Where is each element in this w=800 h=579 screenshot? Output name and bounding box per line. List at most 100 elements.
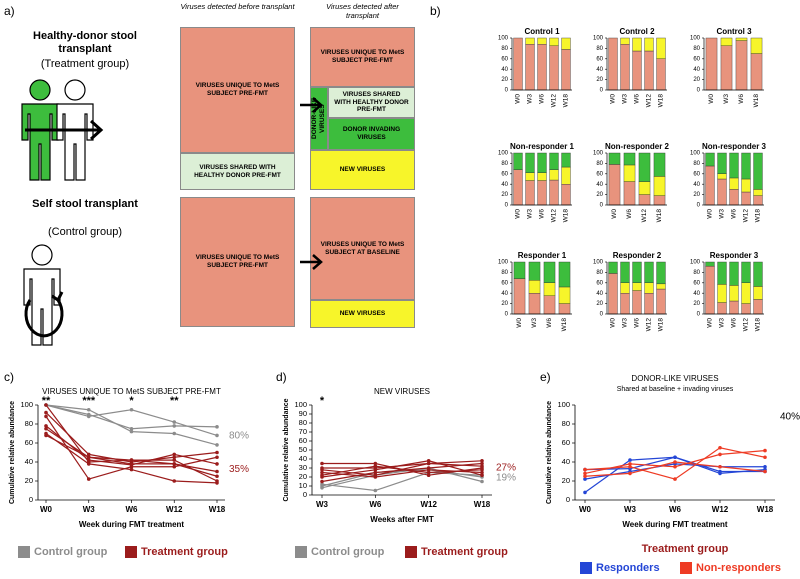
bar-segment (561, 49, 571, 91)
significance: ** (170, 395, 179, 407)
chart-title: Non-responder 1 (510, 142, 575, 151)
point (480, 470, 484, 475)
bar-segment (656, 261, 666, 285)
x-tick-label: W0 (579, 505, 592, 514)
y-tick-label: 0 (505, 203, 509, 209)
point (129, 464, 134, 469)
bar-segment (638, 152, 651, 182)
bar-segment (717, 178, 727, 206)
y-tick-label: 0 (697, 312, 701, 318)
virome-box: VIRUSES SHARED WITH HEALTHY DONOR PRE-FM… (180, 153, 295, 190)
point (320, 486, 324, 490)
figure-drawing (21, 79, 323, 346)
x-tick-label: W18 (563, 94, 570, 108)
x-tick-label: W6 (539, 94, 546, 104)
point (718, 469, 722, 474)
y-tick-label: 0 (505, 88, 509, 94)
bar-segment (653, 195, 666, 206)
bar-segment (632, 290, 642, 315)
point (44, 414, 48, 419)
x-axis-label: Week during FMT treatment (622, 520, 728, 529)
x-tick-label: W6 (546, 318, 553, 328)
x-tick-label: W3 (527, 94, 534, 104)
point (129, 458, 134, 462)
x-tick-label: W3 (624, 505, 637, 514)
chart-title: Control 3 (716, 27, 752, 36)
panel-label: e) (540, 370, 551, 384)
bar-segment (741, 152, 751, 180)
x-tick-label: W6 (731, 209, 738, 219)
bar-segment (632, 50, 642, 91)
bar-segment (513, 37, 523, 91)
bar-segment (753, 286, 763, 300)
significance: * (320, 395, 325, 407)
x-axis-label: Week during FMT treatment (79, 520, 185, 529)
x-tick-label: W18 (474, 500, 491, 509)
y-tick-label: 40 (25, 457, 33, 466)
x-tick-label: W18 (658, 318, 665, 332)
point (86, 477, 91, 481)
bar-segment (608, 261, 618, 274)
x-tick-label: W12 (743, 209, 750, 223)
virome-box: NEW VIRUSES (310, 150, 415, 190)
chart-title: Control 1 (524, 27, 560, 36)
virome-box: NEW VIRUSES (310, 300, 415, 328)
group-subtitle: (Control group) (48, 226, 122, 238)
legend-label: Treatment group (421, 546, 508, 558)
y-tick-label: 80 (693, 270, 700, 276)
y-tick-label: 40 (693, 67, 700, 73)
y-tick-label: 60 (693, 56, 700, 62)
bar-segment (620, 282, 630, 294)
bar-segment (549, 179, 559, 206)
bar-segment (735, 37, 748, 41)
y-tick-label: 80 (693, 46, 700, 52)
bar-segment (729, 300, 739, 315)
point (480, 479, 484, 484)
point (480, 473, 484, 478)
x-tick-label: W0 (515, 94, 522, 104)
bar-segment (653, 176, 666, 196)
y-tick-label: 100 (593, 151, 604, 157)
summary-label: 27% (496, 463, 516, 474)
x-tick-label: W12 (641, 209, 648, 223)
y-tick-label: 40 (562, 457, 570, 466)
bar-segment (525, 37, 535, 45)
point (628, 471, 632, 476)
y-tick-label: 20 (562, 476, 570, 485)
y-tick-label: 20 (299, 472, 307, 481)
chart-title: Responder 3 (710, 251, 759, 260)
x-tick-label: W3 (531, 318, 538, 328)
point (373, 461, 378, 466)
significance: * (129, 395, 134, 407)
y-tick-label: 100 (690, 36, 701, 42)
x-tick-label: W3 (316, 500, 329, 509)
bar-segment (549, 152, 559, 170)
y-tick-label: 80 (596, 270, 603, 276)
panel-label: d) (276, 370, 287, 384)
y-axis-label: Cumulative relative abundance (283, 398, 290, 501)
bar-segment (525, 180, 535, 206)
bar-segment (608, 273, 618, 315)
significance: ** (42, 395, 51, 407)
point (44, 403, 48, 407)
chart-title: Responder 2 (613, 251, 662, 260)
y-tick-label: 40 (501, 67, 508, 73)
point (320, 479, 324, 484)
point (320, 470, 324, 475)
x-tick-label: W18 (209, 505, 226, 514)
y-tick-label: 80 (562, 419, 570, 428)
bar-segment (549, 37, 559, 47)
bar-segment (705, 261, 715, 267)
x-tick-label: W3 (83, 505, 96, 514)
bar-segment (525, 44, 535, 91)
bar-segment (632, 282, 642, 291)
legend-swatch (405, 546, 417, 558)
x-tick-label: W12 (712, 505, 729, 514)
point (172, 431, 177, 436)
bar-segment (656, 37, 666, 59)
point (86, 414, 91, 419)
y-tick-label: 100 (593, 36, 604, 42)
y-tick-label: 20 (501, 301, 508, 307)
point (373, 468, 378, 472)
y-tick-label: 0 (600, 203, 604, 209)
